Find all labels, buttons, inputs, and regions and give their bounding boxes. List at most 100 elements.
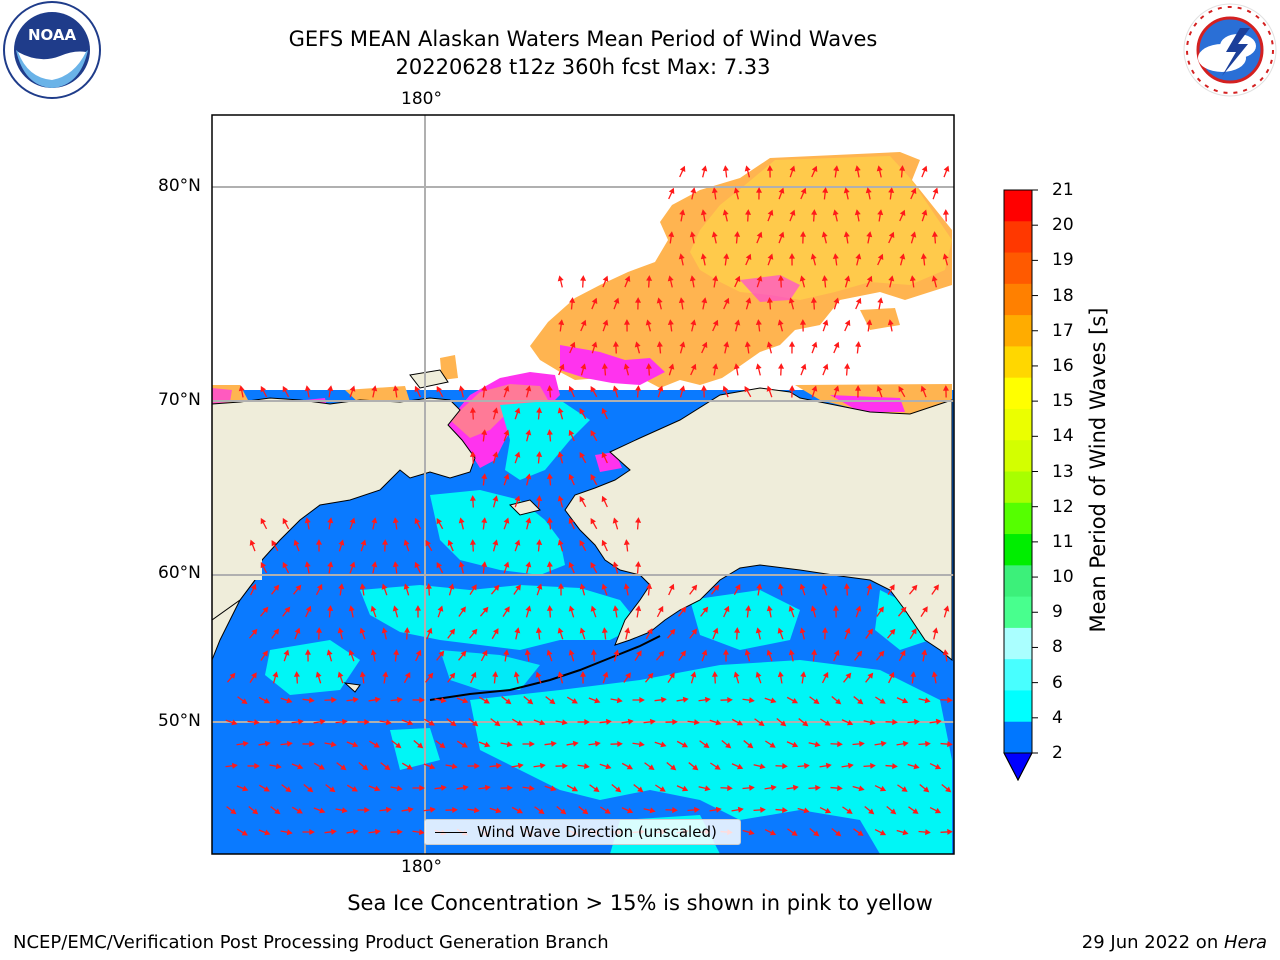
wave-direction-arrowhead <box>920 385 927 392</box>
wave-direction-arrowhead <box>702 606 709 613</box>
wave-direction-arrowhead <box>331 696 337 703</box>
wave-direction-arrowhead <box>635 385 642 391</box>
wave-direction-arrowhead <box>304 649 311 655</box>
map-border <box>211 114 955 855</box>
wave-direction-arrowhead <box>558 363 565 371</box>
wave-direction-arrowhead <box>837 741 843 748</box>
wave-direction-arrowhead <box>568 385 575 393</box>
wave-direction-arrowhead <box>756 231 763 238</box>
wave-direction-arrowhead <box>777 583 784 590</box>
wave-direction-arrowhead <box>780 720 787 727</box>
colorbar-tick-label: 8 <box>1052 637 1063 658</box>
wave-direction-arrowhead <box>833 165 840 172</box>
wave-direction-arrowhead <box>681 741 689 748</box>
wave-direction-arrowhead <box>406 764 413 770</box>
wave-direction-arrowhead <box>879 785 887 792</box>
wave-direction-arrowhead <box>604 808 611 814</box>
wave-direction-arrowhead <box>778 187 785 194</box>
wave-direction-arrowhead <box>866 231 873 238</box>
wave-direction-arrowhead <box>782 763 788 770</box>
wave-direction-arrowhead <box>260 385 267 393</box>
wave-direction-arrowhead <box>639 696 645 704</box>
wave-direction-arrowhead <box>867 628 874 635</box>
wave-direction-arrowhead <box>626 763 634 770</box>
wave-direction-arrowhead <box>723 253 730 260</box>
colorbar-segment <box>1004 659 1032 691</box>
wave-direction-arrowhead <box>568 473 575 481</box>
wave-direction-arrowhead <box>241 830 248 836</box>
wave-direction-arrowhead <box>833 297 840 304</box>
wave-direction-arrowhead <box>349 561 356 568</box>
wave-direction-arrowhead <box>462 697 469 704</box>
wave-direction-arrowhead <box>469 539 476 545</box>
wave-direction-arrowhead <box>623 363 630 370</box>
wave-direction-arrowhead <box>791 830 798 836</box>
wave-direction-arrowhead <box>733 187 740 194</box>
wave-direction-arrowhead <box>692 764 699 771</box>
wave-direction-arrowhead <box>319 718 326 725</box>
wave-direction-arrowhead <box>392 385 399 392</box>
colorbar-tick-label: 2 <box>1052 743 1063 763</box>
wave-direction-arrowhead <box>778 231 785 238</box>
wave-direction-arrowhead <box>845 672 852 679</box>
wave-direction-arrowhead <box>670 764 677 771</box>
wave-direction-arrowhead <box>737 806 744 813</box>
wave-direction-arrowhead <box>788 649 795 656</box>
wave-direction-arrowhead <box>470 671 477 679</box>
wave-direction-arrowhead <box>822 671 829 679</box>
wave-direction-arrowhead <box>925 740 931 747</box>
wave-direction-arrowhead <box>437 605 444 612</box>
colorbar-segment <box>1004 221 1032 254</box>
colorbar <box>1003 189 1038 782</box>
wave-direction-arrowhead <box>284 606 291 613</box>
wave-direction-arrowhead <box>264 829 271 836</box>
wave-direction-arrowhead <box>711 187 718 194</box>
wave-direction-arrowhead <box>766 341 773 348</box>
wave-direction-arrowhead <box>450 720 457 727</box>
wave-direction-arrowhead <box>744 341 751 348</box>
wave-direction-arrowhead <box>880 740 887 747</box>
wave-direction-arrowhead <box>701 649 708 656</box>
wave-direction-arrowhead <box>385 806 392 813</box>
colorbar-tick-label: 12 <box>1052 496 1074 517</box>
wave-direction-arrowhead <box>736 719 744 726</box>
wave-direction-arrowhead <box>393 649 400 655</box>
wave-direction-arrowhead <box>584 718 590 726</box>
wave-direction-arrowhead <box>890 808 897 815</box>
wave-direction-arrowhead <box>617 740 623 747</box>
wave-direction-arrowhead <box>425 540 431 547</box>
wave-direction-arrowhead <box>646 583 653 589</box>
wave-direction-arrowhead <box>899 209 906 217</box>
wave-direction-arrowhead <box>700 385 707 391</box>
wave-direction-arrowhead <box>734 275 741 283</box>
wave-direction-arrowhead <box>792 784 799 791</box>
wave-direction-arrowhead <box>943 605 950 612</box>
wave-direction-arrowhead <box>701 165 708 172</box>
wave-direction-arrowhead <box>736 763 744 770</box>
wave-direction-arrowhead <box>943 165 950 172</box>
colorbar-segment <box>1004 690 1032 723</box>
wave-direction-arrowhead <box>462 784 469 791</box>
legend-label: Wind Wave Direction (unscaled) <box>477 823 717 841</box>
wave-direction-arrowhead <box>309 740 315 748</box>
wave-direction-arrowhead <box>613 649 620 656</box>
wave-direction-arrowhead <box>810 253 817 260</box>
colorbar-segment <box>1004 315 1032 347</box>
wave-direction-arrowhead <box>802 720 809 727</box>
wave-direction-arrowhead <box>546 605 553 611</box>
wave-direction-arrowhead <box>337 671 344 678</box>
wave-direction-arrowhead <box>579 583 586 590</box>
wave-direction-arrowhead <box>374 785 381 792</box>
wave-direction-arrowhead <box>474 762 480 770</box>
wave-direction-arrowhead <box>327 517 334 524</box>
wave-direction-arrowhead <box>516 807 524 814</box>
wave-direction-arrowhead <box>678 253 685 260</box>
wave-direction-arrowhead <box>635 561 642 567</box>
wave-direction-arrowhead <box>550 740 557 747</box>
wave-direction-arrowhead <box>407 806 414 813</box>
wave-direction-arrowhead <box>262 650 268 657</box>
wave-direction-arrowhead <box>727 785 733 792</box>
wave-direction-arrowhead <box>460 606 466 613</box>
wave-direction-arrowhead <box>843 583 850 589</box>
wave-direction-arrowhead <box>481 517 488 524</box>
